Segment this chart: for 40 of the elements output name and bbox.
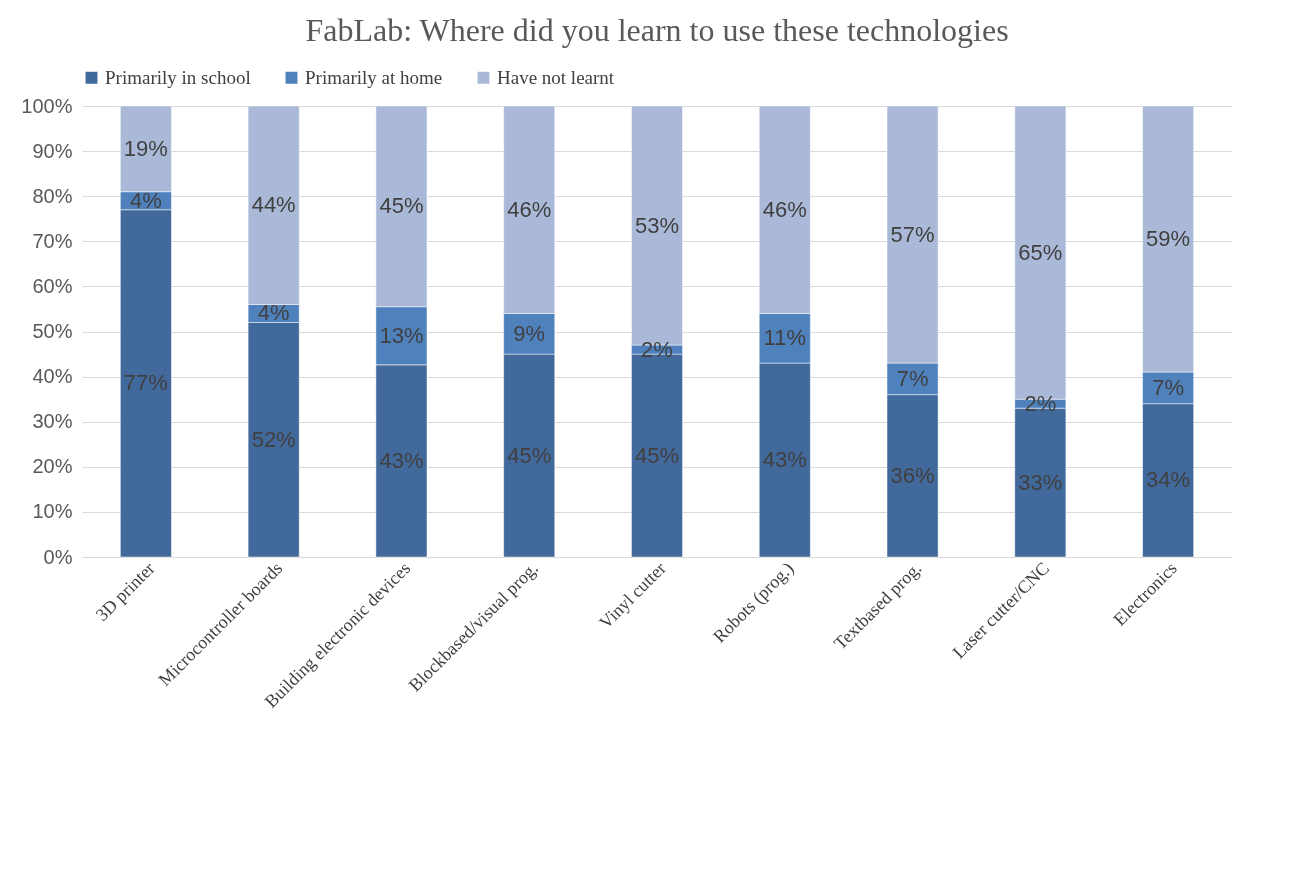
data-label: 13% [379,322,424,348]
y-tick-label: 50% [32,320,73,342]
data-label: 19% [123,135,168,161]
data-label: 46% [762,196,807,222]
data-label: 43% [379,447,424,473]
y-tick-label: 100% [21,94,73,117]
data-label: 57% [890,221,935,247]
data-label: 45% [379,193,424,219]
legend-label: Have not learnt [497,66,615,88]
data-label: 4% [257,300,290,326]
data-label: 36% [890,462,935,488]
data-label: 43% [762,447,807,473]
y-tick-label: 70% [32,229,73,252]
y-tick-label: 20% [32,455,73,478]
y-tick-label: 40% [32,365,73,388]
y-tick-label: 90% [32,139,73,162]
data-label: 11% [763,325,806,351]
data-label: 52% [251,426,296,452]
data-label: 59% [1146,226,1191,252]
data-label: 4% [129,187,162,213]
y-tick-label: 80% [32,184,73,207]
data-label: 65% [1018,239,1063,265]
data-label: 77% [123,370,168,396]
data-label: 44% [251,192,296,218]
data-label: 7% [1152,374,1185,400]
legend-label: Primarily at home [305,66,443,88]
data-label: 45% [634,442,680,468]
chart-title: FabLab: Where did you learn to use these technologies [305,12,1009,48]
data-label: 53% [634,212,680,238]
y-tick-label: 0% [43,545,73,568]
data-label: 46% [507,196,552,222]
data-label: 45% [507,442,552,468]
y-tick-label: 10% [32,500,73,523]
data-label: 34% [1146,467,1191,493]
data-label: 9% [513,320,546,346]
y-tick-label: 30% [32,410,73,433]
y-tick-label: 60% [32,274,73,297]
legend-label: Primarily in school [105,66,251,88]
data-label: 33% [1018,469,1063,495]
data-label: 7% [896,365,929,391]
